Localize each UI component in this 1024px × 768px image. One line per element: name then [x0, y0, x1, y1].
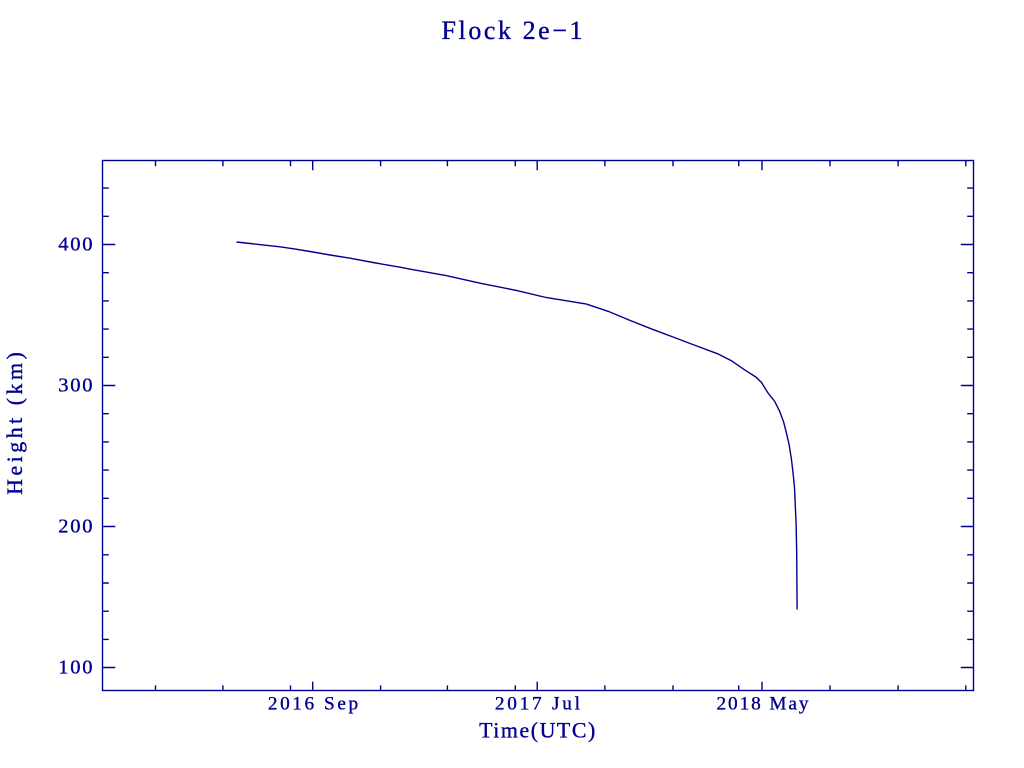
svg-text:Time(UTC): Time(UTC)	[479, 718, 595, 743]
svg-text:100: 100	[58, 657, 92, 679]
svg-text:2016 Sep: 2016 Sep	[268, 694, 358, 715]
svg-text:200: 200	[58, 516, 92, 538]
svg-text:400: 400	[58, 234, 92, 256]
svg-text:Height (km): Height (km)	[2, 352, 27, 495]
svg-text:2018 May: 2018 May	[717, 694, 809, 715]
svg-text:300: 300	[58, 375, 92, 397]
svg-text:2017 Jul: 2017 Jul	[495, 694, 580, 715]
